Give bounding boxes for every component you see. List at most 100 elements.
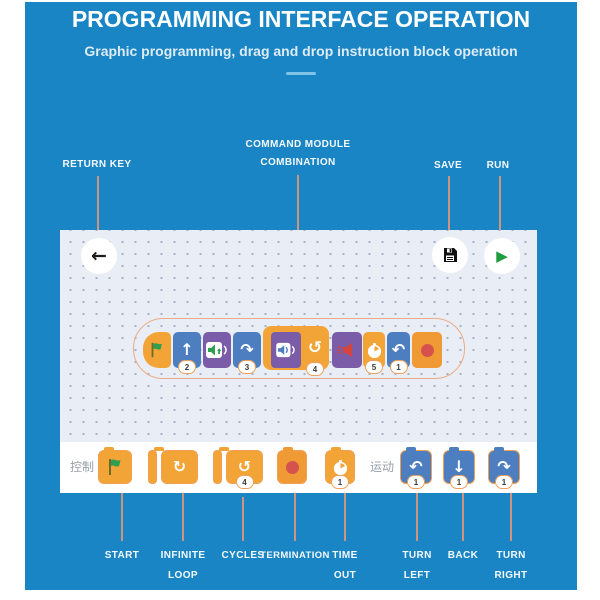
program-block-forward[interactable]: ↑ 2 [173, 332, 201, 374]
back-button[interactable]: ← [81, 238, 117, 274]
callout-time-out: TIME OUT [305, 546, 385, 586]
play-icon: ▶ [496, 246, 508, 265]
count-badge: 4 [235, 475, 254, 489]
leader-cycles [242, 497, 244, 541]
palette-block-infinite-loop[interactable]: ↻ [148, 447, 198, 484]
curve-left-arrow-icon: ↶ [409, 457, 423, 476]
callout-command-module-line1: COMMAND MODULE [245, 139, 351, 150]
palette-block-cycles[interactable]: ↺ 4 [213, 447, 263, 489]
leader-infinite-loop [182, 493, 184, 541]
program-block-stop[interactable] [412, 332, 442, 368]
callout-command-module-line2: COMBINATION [260, 157, 336, 168]
app-screen: ← ▶ ↑ 2 [60, 230, 537, 493]
leader-termination [294, 493, 296, 541]
palette-block-turn-left[interactable]: ↶ 1 [400, 447, 432, 489]
leader-save [448, 176, 450, 237]
palette-block-termination[interactable] [277, 447, 307, 484]
count-badge: 1 [407, 475, 425, 489]
program-block-light[interactable] [332, 332, 362, 368]
count-badge: 4 [306, 362, 324, 376]
callout-back-text: BACK [447, 550, 479, 561]
callout-command-module: COMMAND MODULE COMBINATION [237, 136, 359, 172]
callout-cycles: CYCLES [203, 546, 283, 566]
run-button[interactable]: ▶ [484, 238, 520, 274]
callout-termination-text: TERMINATION [260, 550, 330, 561]
leader-time-out [344, 493, 346, 541]
program-block-turn-left[interactable]: ↶ 1 [387, 332, 410, 374]
count-badge: 1 [331, 475, 349, 489]
loop-arm [213, 447, 229, 484]
leader-run [499, 176, 501, 241]
loop-ccw-arrow-icon: ↺ [237, 457, 252, 476]
curve-left-arrow-icon: ↶ [391, 340, 406, 359]
motion-category-label: 运动 [370, 460, 395, 474]
callout-infinite-line2: LOOP [168, 570, 198, 581]
callout-cycles-text: CYCLES [221, 550, 265, 561]
callout-start: START [82, 546, 162, 566]
green-flag-icon [109, 459, 121, 475]
count-badge: 1 [450, 475, 468, 489]
callout-infinite-loop: INFINITE LOOP [143, 546, 223, 586]
speaker-icon [276, 342, 295, 358]
callout-start-text: START [104, 550, 140, 561]
subtitle-divider [286, 72, 316, 75]
speaker-up-icon [206, 342, 227, 358]
loop-ccw-arrow-icon: ↺ [307, 337, 323, 358]
callout-infinite-line1: INFINITE [160, 550, 206, 561]
count-badge: 1 [495, 475, 513, 489]
page-title: PROGRAMMING INTERFACE OPERATION [71, 6, 531, 32]
curve-right-arrow-icon: ↷ [240, 340, 254, 359]
program-block-sound[interactable] [271, 332, 301, 368]
program-block-start[interactable] [143, 332, 171, 368]
loop-arm [148, 447, 164, 484]
floppy-disk-icon [444, 248, 457, 262]
refresh-icon: ↻ [172, 457, 187, 476]
callout-turn-left-line1: TURN [402, 550, 432, 561]
down-arrow-icon: ↓ [452, 457, 466, 476]
palette-block-time-out[interactable]: 1 [325, 447, 355, 489]
count-badge: 5 [365, 360, 383, 374]
red-horn-icon [337, 343, 352, 357]
callout-timeout-line2: OUT [333, 570, 357, 581]
callout-save-text: SAVE [433, 160, 463, 171]
callout-turn-right-line2: RIGHT [494, 570, 528, 581]
palette-block-turn-right[interactable]: ↷ 1 [488, 447, 520, 489]
callout-back: BACK [423, 546, 503, 566]
program-block-volume-up[interactable] [203, 332, 231, 368]
callout-turn-left-line2: LEFT [403, 570, 431, 581]
leader-turn-left [416, 493, 418, 541]
curve-right-arrow-icon: ↷ [497, 457, 511, 476]
block-palette: 控制 ↻ ↺ 4 [60, 442, 537, 493]
count-badge: 2 [178, 360, 196, 374]
control-category-label: 控制 [70, 460, 95, 474]
page-subtitle: Graphic programming, drag and drop instr… [84, 43, 518, 59]
stop-circle-icon [285, 460, 299, 474]
command-module-outline [133, 318, 465, 379]
leader-back [462, 493, 464, 541]
callout-run: RUN [473, 156, 523, 176]
callout-turn-right: TURN RIGHT [471, 546, 551, 586]
timer-icon [333, 459, 347, 475]
callout-return-key-text: RETURN KEY [62, 159, 132, 170]
callout-turn-left: TURN LEFT [377, 546, 457, 586]
callout-run-text: RUN [486, 160, 510, 171]
program-block-turn-right[interactable]: ↷ 3 [233, 332, 261, 374]
callout-termination: TERMINATION [247, 546, 343, 566]
leader-return-key [97, 176, 99, 248]
stop-circle-icon [420, 343, 434, 357]
green-flag-icon [151, 342, 162, 358]
count-badge: 1 [389, 360, 408, 374]
callout-return-key: RETURN KEY [57, 155, 137, 175]
save-button[interactable] [432, 237, 468, 273]
up-arrow-icon: ↑ [180, 340, 194, 359]
palette-block-start[interactable] [98, 447, 132, 484]
program-block-loop-sound[interactable]: ↺ 4 [263, 326, 329, 376]
callout-turn-right-line1: TURN [496, 550, 526, 561]
callout-save: SAVE [423, 156, 473, 176]
palette-block-back[interactable]: ↓ 1 [443, 447, 475, 489]
callout-timeout-line1: TIME [332, 550, 358, 561]
program-block-time-out[interactable]: 5 [363, 332, 385, 374]
count-badge: 3 [238, 360, 256, 374]
back-arrow-icon: ← [91, 244, 107, 267]
